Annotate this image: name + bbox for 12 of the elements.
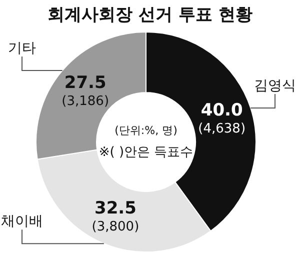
text: (3,800) xyxy=(92,220,140,235)
slice-label: 김영식 xyxy=(254,78,296,94)
slice-label: 채이배 xyxy=(1,214,43,230)
text: (3,186) xyxy=(62,94,110,110)
text: (4,638) xyxy=(198,121,246,136)
data-label: 27.5 xyxy=(64,73,106,94)
data-label: 32.5 xyxy=(94,198,136,219)
text: ※( )안은 득표수 xyxy=(98,145,194,160)
chart-title: 회계사회장 선거 투표 현황 xyxy=(48,5,252,25)
data-label: 40.0 xyxy=(200,100,243,120)
text: (단위:%, 명) xyxy=(114,124,178,137)
slice-label: 기타 xyxy=(8,40,36,57)
